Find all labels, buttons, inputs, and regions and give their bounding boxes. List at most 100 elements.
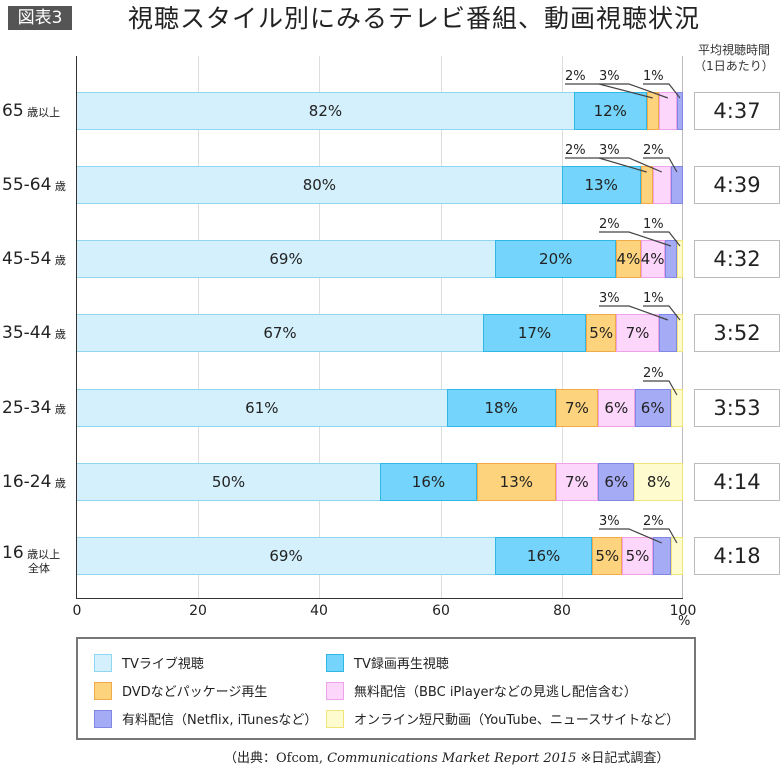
bar-segment: 6% — [598, 389, 635, 427]
legend-item-dvd: DVDなどパッケージ再生 — [94, 681, 267, 700]
row-label: 25-34 歳 — [2, 398, 74, 418]
x-tick-label: 100 — [669, 603, 697, 619]
callout-label: 3% — [599, 514, 620, 529]
chart-title: 視聴スタイル別にみるテレビ番組、動画視聴状況 — [128, 4, 701, 33]
row-label-unit: 歳 — [51, 328, 66, 341]
bar-segment — [676, 240, 683, 278]
avg-time-box: 3:52 — [694, 314, 780, 352]
stacked-bar: 80% 13% — [77, 166, 683, 204]
legend-label: 有料配信（Netflix, iTunesなど） — [122, 713, 318, 728]
legend-item-tv-recorded: TV録画再生視聴 — [326, 653, 449, 672]
x-tick-label: 60 — [432, 603, 450, 619]
legend-swatch-icon — [326, 709, 344, 728]
legend-item-paid-streaming: 有料配信（Netflix, iTunesなど） — [94, 709, 317, 728]
row-label: 35-44 歳 — [2, 323, 74, 343]
bar-segment: 67% — [77, 314, 484, 352]
x-tick-label: 40 — [310, 603, 328, 619]
row-label-main: 25-34 — [2, 398, 52, 418]
legend-swatch-icon — [94, 653, 112, 672]
callout-label: 2% — [565, 143, 586, 158]
y-axis — [76, 56, 77, 599]
bar-segment: 17% — [483, 314, 587, 352]
x-tick-label: 20 — [189, 603, 207, 619]
legend-label: TVライブ視聴 — [122, 657, 204, 672]
avg-time-box: 4:32 — [694, 240, 780, 278]
bar-segment: 16% — [495, 537, 593, 575]
row-label-main: 35-44 — [2, 323, 52, 343]
bar-segment — [676, 92, 683, 130]
row-label: 45-54 歳 — [2, 249, 74, 269]
bar-segment — [646, 92, 659, 130]
stacked-bar: 50% 16% 13% 7% 6% 8% — [77, 463, 683, 501]
source-note: （出典：Ofcom, Communications Market Report … — [224, 747, 669, 766]
bar-segment: 69% — [77, 240, 496, 278]
legend-label: 無料配信（BBC iPlayerなどの見逃し配信含む） — [354, 685, 637, 700]
bar-segment: 50% — [77, 463, 380, 501]
avg-time-header: 平均視聴時間 （1日あたり） — [682, 42, 784, 74]
row-label: 16-24 歳 — [2, 472, 74, 492]
row-label-main: 16 — [2, 543, 24, 563]
row-label-main: 16-24 — [2, 472, 52, 492]
row-label-main: 55-64 — [2, 175, 52, 195]
row-label-unit: 歳 — [51, 477, 66, 490]
source-suffix: ※日記式調査） — [576, 751, 670, 766]
bar-segment — [664, 240, 677, 278]
bar-segment — [658, 314, 677, 352]
bar-segment: 5% — [586, 314, 617, 352]
avg-time-box: 4:14 — [694, 463, 780, 501]
bar-segment: 13% — [561, 166, 641, 204]
row-label-unit: 歳以上 — [23, 548, 61, 561]
callout-label: 2% — [643, 366, 664, 381]
callout-label: 1% — [643, 69, 664, 84]
stacked-bar: 61% 18% 7% 6% 6% — [77, 389, 683, 427]
stacked-bar: 67% 17% 5% 7% — [77, 314, 683, 352]
bar-segment: 7% — [616, 314, 659, 352]
legend-label: TV録画再生視聴 — [354, 657, 449, 672]
row-label-sub: 全体 — [28, 562, 50, 575]
legend-swatch-icon — [326, 681, 344, 700]
row-label-main: 45-54 — [2, 249, 52, 269]
bar-segment: 8% — [634, 463, 683, 501]
bar-segment: 20% — [495, 240, 617, 278]
row-label: 55-64 歳 — [2, 175, 74, 195]
source-prefix: （出典：Ofcom, — [224, 751, 328, 766]
source-report: Communications Market Report 2015 — [327, 751, 577, 766]
bar-segment: 5% — [622, 537, 653, 575]
bar-segment: 82% — [77, 92, 574, 130]
x-axis-unit: % — [678, 614, 691, 629]
legend-item-free-streaming: 無料配信（BBC iPlayerなどの見逃し配信含む） — [326, 681, 637, 700]
bar-segment: 4% — [616, 240, 641, 278]
callout-label: 2% — [565, 69, 586, 84]
callout-label: 2% — [643, 514, 664, 529]
row-label: 65 歳以上 — [2, 101, 74, 121]
x-axis — [76, 598, 683, 599]
figure-label: 図表3 — [8, 6, 72, 30]
bar-segment: 16% — [380, 463, 477, 501]
bar-segment — [658, 92, 677, 130]
bar-segment — [670, 166, 683, 204]
bar-segment: 61% — [77, 389, 447, 427]
legend-swatch-icon — [94, 681, 112, 700]
callout-label: 3% — [599, 69, 620, 84]
bar-segment: 5% — [592, 537, 623, 575]
bar-segment — [652, 166, 671, 204]
avg-time-title: 平均視聴時間 — [697, 43, 770, 57]
bar-segment — [676, 314, 683, 352]
bar-segment: 13% — [476, 463, 556, 501]
bar-segment: 6% — [634, 389, 671, 427]
bar-segment: 7% — [555, 389, 599, 427]
callout-label: 2% — [599, 217, 620, 232]
callout-label: 3% — [599, 143, 620, 158]
row-label-unit: 歳 — [51, 180, 66, 193]
legend-label: DVDなどパッケージ再生 — [122, 685, 268, 700]
callout-label: 3% — [599, 291, 620, 306]
callout-label: 1% — [643, 291, 664, 306]
bar-segment — [670, 537, 683, 575]
stacked-bar: 69% 20% 4% 4% — [77, 240, 683, 278]
legend-swatch-icon — [94, 709, 112, 728]
legend-item-online-short: オンライン短尺動画（YouTube、ニュースサイトなど） — [326, 709, 679, 728]
bar-segment — [640, 166, 653, 204]
avg-time-box: 4:37 — [694, 92, 780, 130]
row-label-unit: 歳以上 — [23, 106, 61, 119]
avg-time-box: 3:53 — [694, 389, 780, 427]
